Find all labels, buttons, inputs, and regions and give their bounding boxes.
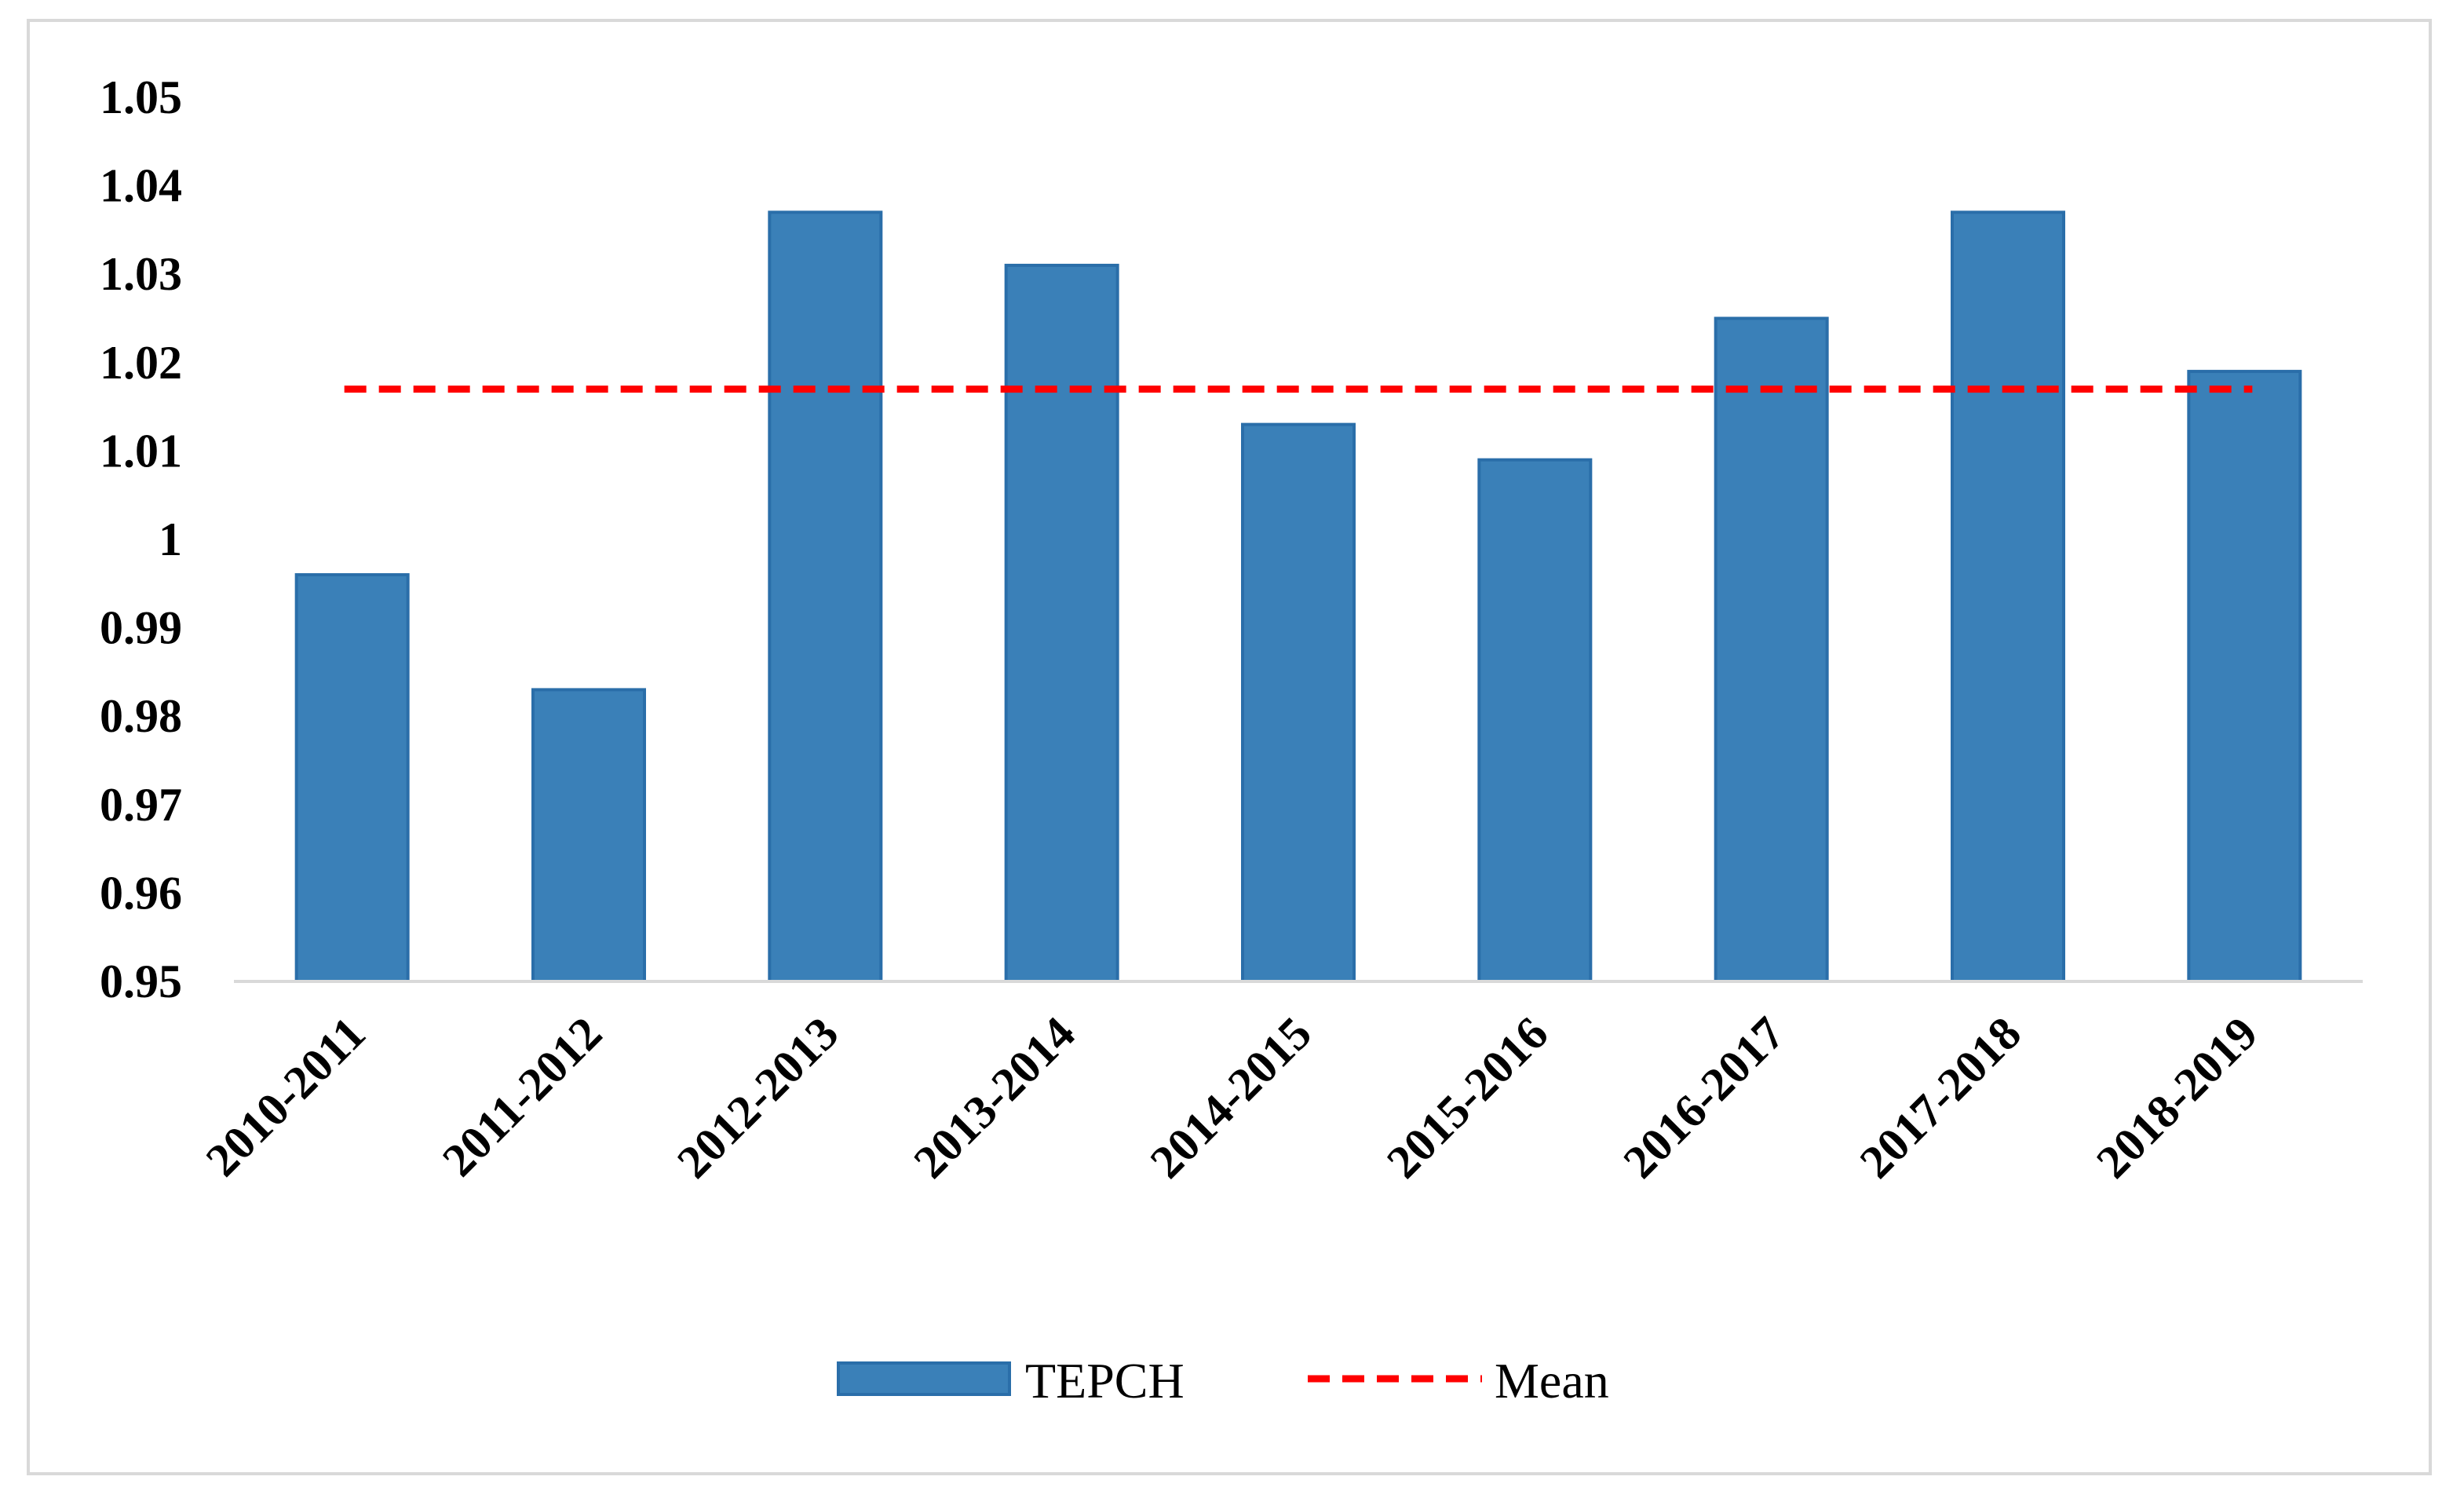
y-tick-label: 0.99: [100, 602, 182, 654]
y-tick-label: 0.97: [100, 779, 182, 831]
bar: [294, 573, 410, 983]
y-tick-label: 1.01: [100, 425, 182, 477]
y-tick-label: 1: [159, 513, 182, 565]
y-tick-label: 0.96: [100, 867, 182, 919]
x-tick-label: 2011-2012: [433, 1007, 611, 1186]
x-tick-label: 2017-2018: [1850, 1007, 2031, 1189]
x-tick-label: 2016-2017: [1613, 1007, 1794, 1189]
legend: TEPCH Mean: [837, 1353, 1609, 1409]
bar-series-tepch: [294, 210, 2302, 983]
x-tick-label: 2018-2019: [2086, 1007, 2268, 1189]
bar: [2187, 370, 2302, 983]
y-axis-ticks: 0.95 0.96 0.97 0.98 0.99 1 1.01 1.02 1.03 1.04 1.0…: [100, 71, 182, 1007]
y-tick-label: 1.02: [100, 337, 182, 389]
bar: [531, 688, 646, 983]
y-tick-label: 0.98: [100, 690, 182, 742]
x-tick-label: 2014-2015: [1141, 1007, 1322, 1189]
x-tick-label: 2015-2016: [1377, 1007, 1558, 1189]
bar: [1714, 316, 1829, 983]
y-tick-label: 1.05: [100, 71, 182, 123]
bar: [1241, 422, 1356, 983]
legend-swatch-tepch: [837, 1361, 1011, 1396]
bar: [768, 210, 883, 983]
x-tick-label: 2012-2013: [667, 1007, 849, 1189]
x-axis-ticks: 2010-2011 2011-2012 2012-2013 2013-2014 2014…: [196, 1007, 2268, 1189]
bar: [1477, 458, 1593, 983]
bar: [1004, 263, 1119, 983]
x-tick-label: 2010-2011: [196, 1007, 375, 1186]
legend-label-mean: Mean: [1495, 1353, 1609, 1409]
bar: [1951, 210, 2065, 983]
y-tick-label: 0.95: [100, 956, 182, 1007]
y-tick-label: 1.04: [100, 160, 182, 212]
legend-label-tepch: TEPCH: [1025, 1353, 1185, 1409]
x-tick-label: 2013-2014: [903, 1007, 1085, 1189]
y-tick-label: 1.03: [100, 248, 182, 300]
